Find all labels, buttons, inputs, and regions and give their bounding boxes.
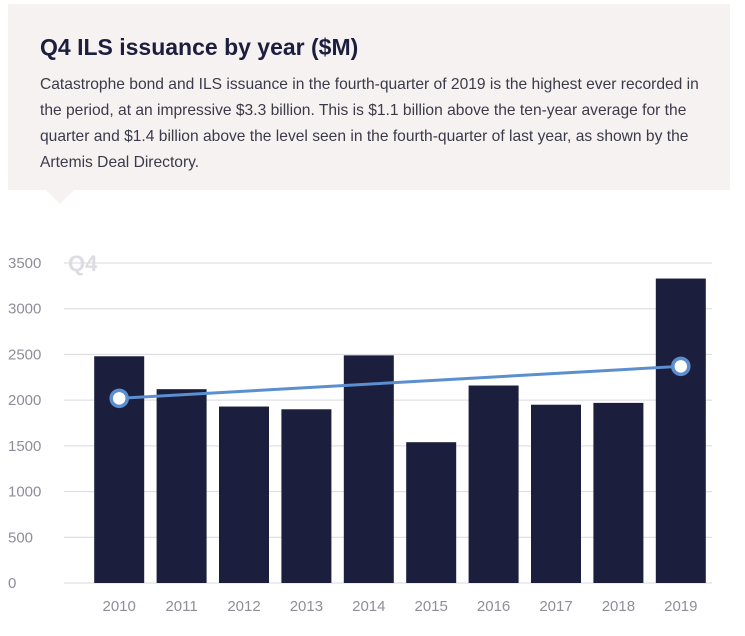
x-tick-label: 2016 bbox=[477, 598, 510, 615]
y-tick-label: 500 bbox=[8, 529, 33, 546]
trend-point-2019 bbox=[671, 356, 691, 377]
y-tick-label: 2000 bbox=[8, 392, 41, 409]
x-tick-label: 2017 bbox=[539, 598, 572, 615]
x-tick-label: 2014 bbox=[352, 598, 385, 615]
y-tick-label: 2500 bbox=[8, 346, 41, 363]
bar-2012 bbox=[219, 406, 269, 583]
quarter-label: Q4 bbox=[68, 251, 98, 276]
x-tick-label: 2010 bbox=[103, 598, 136, 615]
bar-2014 bbox=[343, 355, 394, 583]
bar-2013 bbox=[281, 409, 332, 583]
bar-2018 bbox=[593, 402, 644, 583]
y-tick-label: 1000 bbox=[8, 484, 41, 501]
bar-2011 bbox=[156, 389, 207, 583]
bar-2015 bbox=[406, 442, 457, 583]
bar-2016 bbox=[468, 385, 519, 583]
chart-description: Catastrophe bond and ILS issuance in the… bbox=[40, 76, 699, 171]
header-pointer bbox=[46, 190, 74, 204]
y-tick-label: 3000 bbox=[8, 301, 41, 318]
x-tick-label: 2019 bbox=[664, 598, 697, 615]
x-tick-label: 2012 bbox=[227, 598, 260, 615]
y-tick-label: 0 bbox=[8, 575, 16, 592]
trend-line bbox=[119, 364, 681, 400]
bar-2019 bbox=[655, 278, 706, 583]
bar-2017 bbox=[531, 404, 581, 583]
trend-point-2010 bbox=[109, 388, 129, 409]
x-tick-label: 2013 bbox=[290, 598, 323, 615]
x-tick-label: 2011 bbox=[165, 598, 197, 615]
header-box bbox=[8, 4, 730, 190]
y-tick-label: 3500 bbox=[8, 255, 41, 272]
y-tick-label: 1500 bbox=[8, 438, 41, 455]
chart-title: Q4 ILS issuance by year ($M) bbox=[40, 34, 359, 60]
x-tick-label: 2018 bbox=[602, 598, 635, 615]
bar-chart: 0 500 1000 1500 2000 2500 3000 3500 Q4 2010 2011 20… bbox=[8, 251, 712, 615]
x-tick-label: 2015 bbox=[415, 598, 448, 615]
